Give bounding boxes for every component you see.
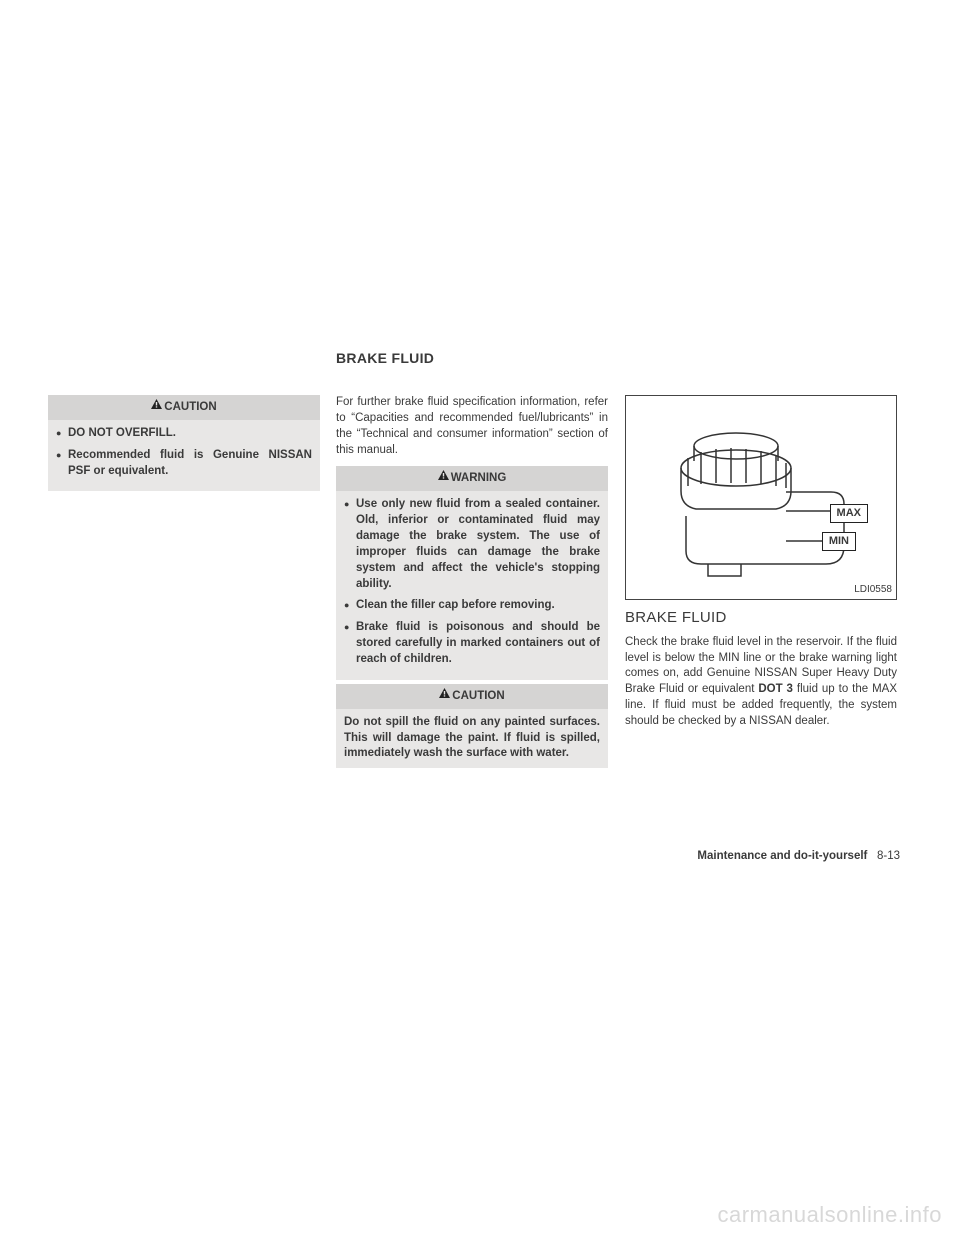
figure-code: LDI0558 xyxy=(854,583,892,597)
reservoir-illustration xyxy=(626,396,896,596)
caution-item: Recommended fluid is Genuine NISSAN PSF … xyxy=(56,448,312,480)
caution-label: CAUTION xyxy=(452,690,504,702)
caution-box-2: CAUTION Do not spill the fluid on any pa… xyxy=(336,684,608,768)
warning-item: Brake fluid is poisonous and should be s… xyxy=(344,620,600,668)
watermark: carmanualsonline.info xyxy=(717,1202,942,1228)
page-footer: Maintenance and do-it-yourself 8-13 xyxy=(697,850,900,862)
column-1: CAUTION DO NOT OVERFILL. Recommended flu… xyxy=(48,395,320,495)
warning-title: WARNING xyxy=(336,466,608,491)
min-label: MIN xyxy=(822,532,856,551)
caution-title: CAUTION xyxy=(48,395,320,420)
caution-box-1: CAUTION DO NOT OVERFILL. Recommended flu… xyxy=(48,395,320,491)
max-label: MAX xyxy=(830,504,868,523)
caution-text: Do not spill the fluid on any painted su… xyxy=(344,715,600,763)
page-title: BRAKE FLUID xyxy=(336,350,434,366)
column-3: MAX MIN LDI0558 BRAKE FLUID Check the br… xyxy=(625,395,897,738)
caution-item: DO NOT OVERFILL. xyxy=(56,426,312,442)
footer-page: 8-13 xyxy=(877,850,900,862)
column-2: For further brake fluid specification in… xyxy=(336,395,608,772)
footer-section: Maintenance and do-it-yourself xyxy=(697,850,867,862)
brake-fluid-body: Check the brake fluid level in the reser… xyxy=(625,635,897,730)
warning-icon xyxy=(439,688,450,704)
brake-fluid-figure: MAX MIN LDI0558 xyxy=(625,395,897,600)
intro-text: For further brake fluid specification in… xyxy=(336,395,608,458)
subheading: BRAKE FLUID xyxy=(625,608,897,629)
warning-item: Clean the filler cap before removing. xyxy=(344,598,600,614)
caution-label: CAUTION xyxy=(164,401,216,413)
warning-icon xyxy=(438,470,449,486)
warning-label: WARNING xyxy=(451,472,507,484)
warning-item: Use only new fluid from a sealed contain… xyxy=(344,497,600,592)
warning-box: WARNING Use only new fluid from a sealed… xyxy=(336,466,608,679)
warning-icon xyxy=(151,399,162,415)
caution-title: CAUTION xyxy=(336,684,608,709)
